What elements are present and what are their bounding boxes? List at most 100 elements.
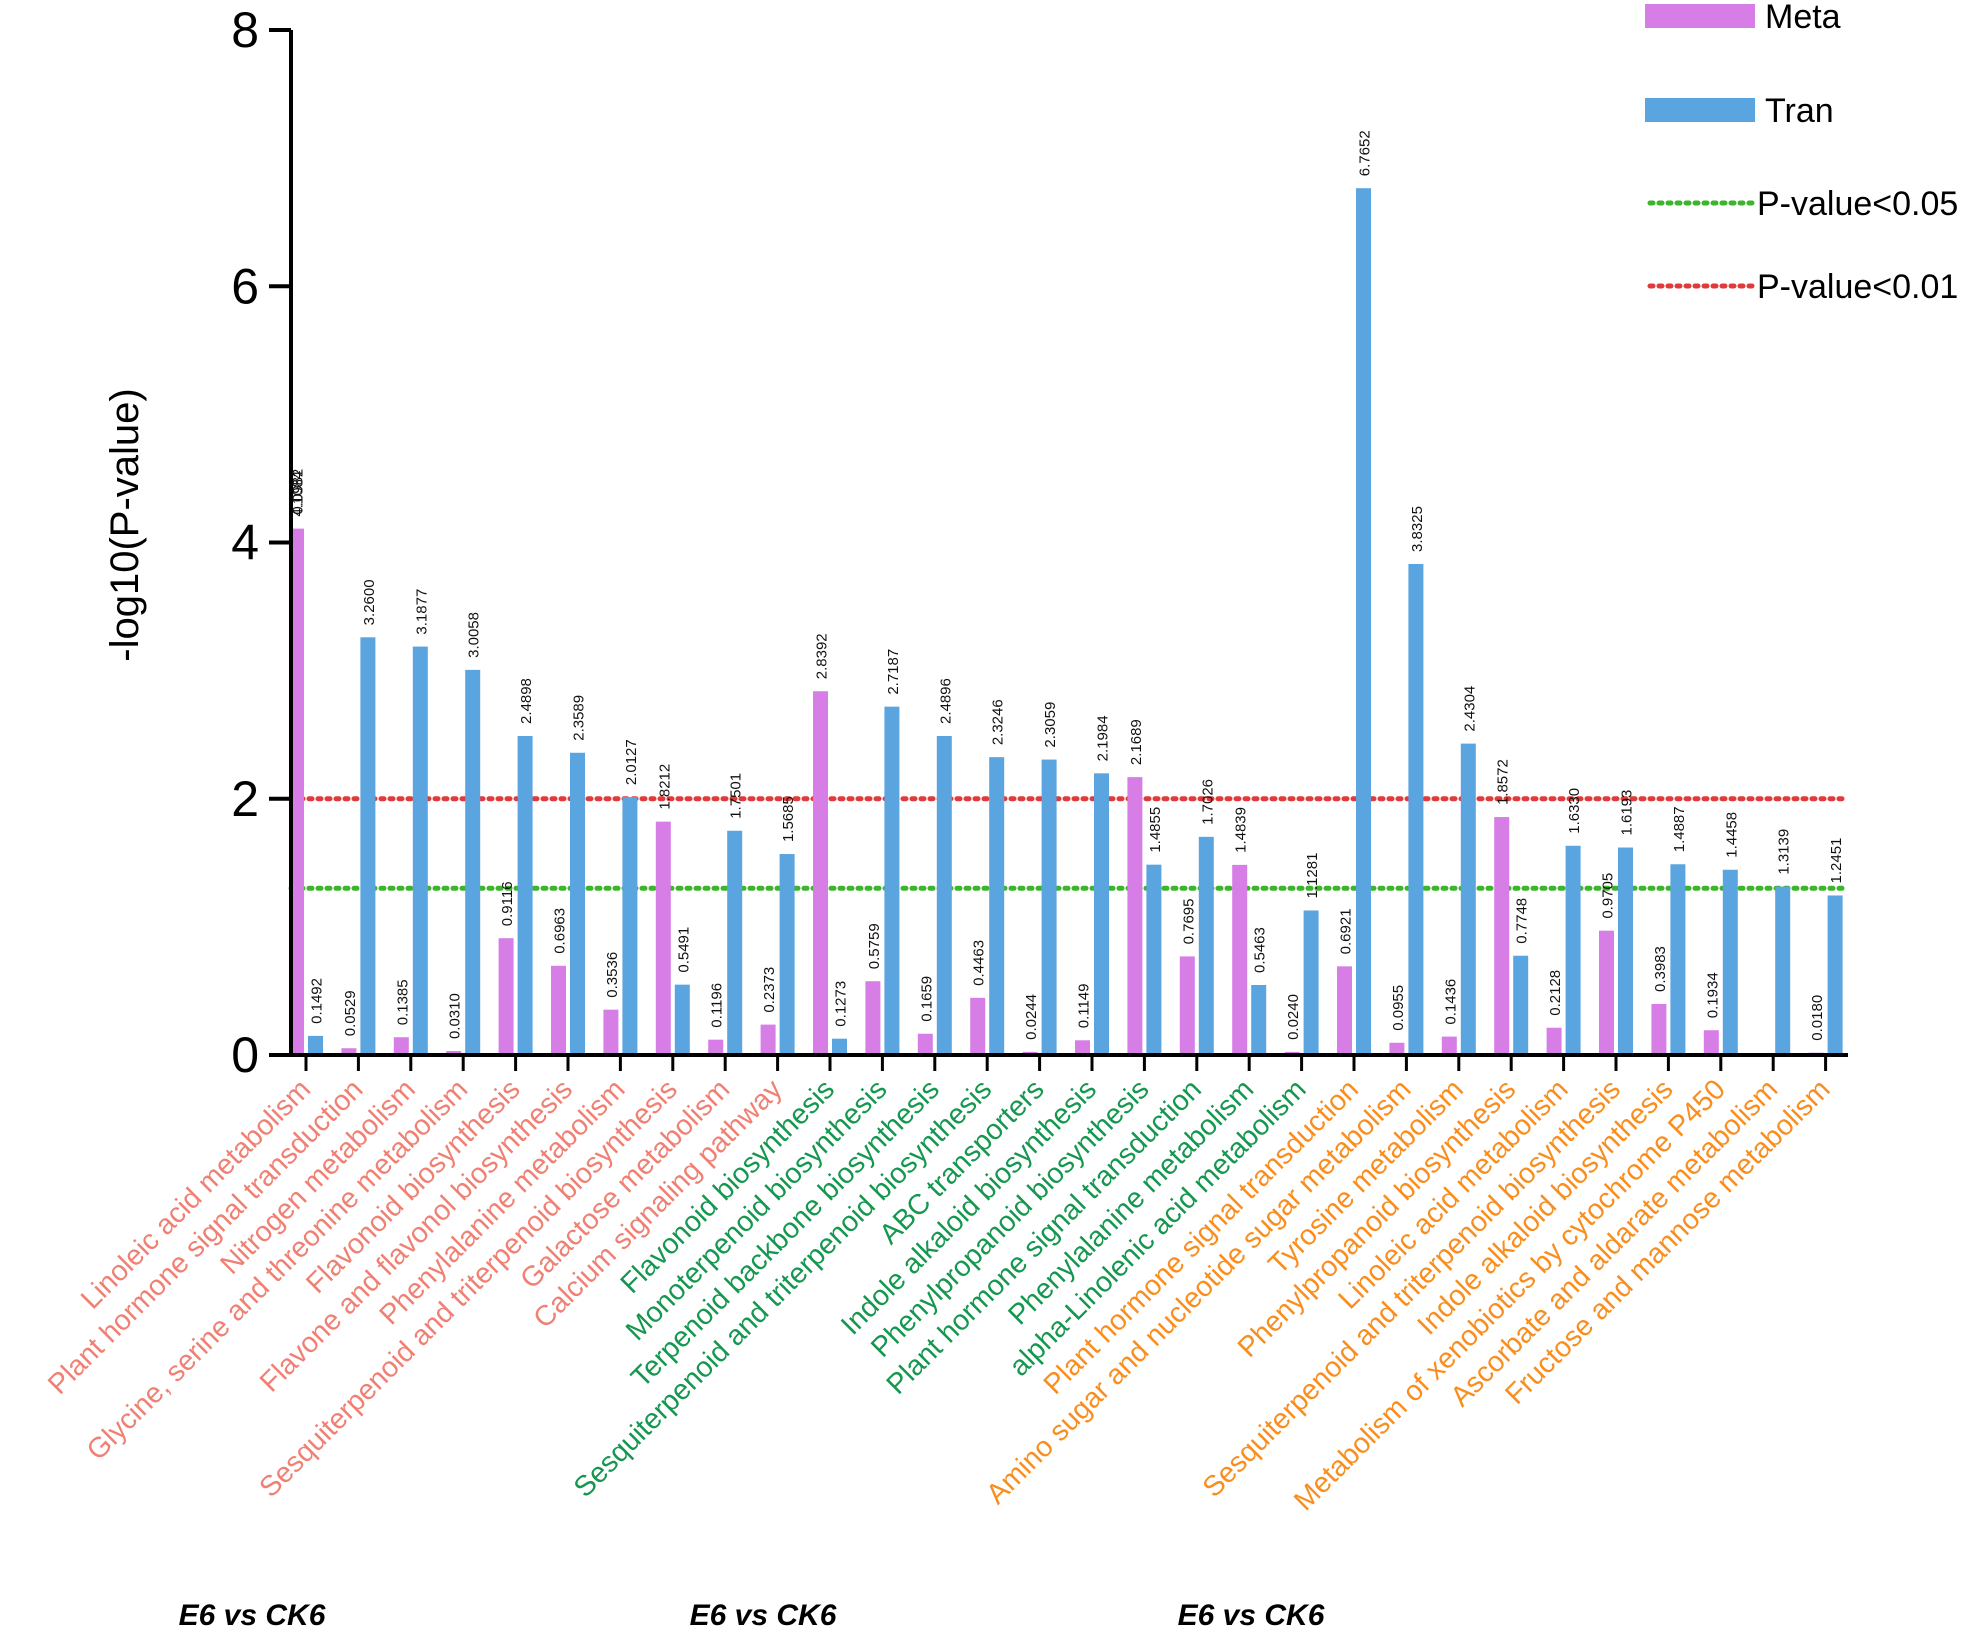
value-label-tran-18: 0.5463 [1252, 927, 1269, 973]
value-label-meta-16: 2.1689 [1128, 719, 1145, 765]
bar-meta-12 [917, 1033, 933, 1055]
value-label-meta-9: 0.2373 [761, 967, 778, 1013]
value-label-tran-3: 3.0058 [466, 612, 483, 658]
value-label-meta-11: 0.5759 [866, 923, 883, 969]
value-label-tran-24: 1.6330 [1566, 788, 1583, 834]
bar-tran-16 [1146, 864, 1162, 1055]
bar-meta-23 [1494, 817, 1510, 1055]
bar-tran-9 [779, 854, 795, 1055]
bar-tran-3 [465, 669, 481, 1055]
value-label-meta-3: 0.0310 [447, 993, 464, 1039]
value-label-meta-14: 0.0244 [1023, 994, 1040, 1040]
y-tick-label-0: 0 [231, 1027, 259, 1083]
value-label-meta-26: 0.3983 [1652, 946, 1669, 992]
value-label-tran-19: 1.1281 [1304, 853, 1321, 899]
value-label-meta-5: 0.6963 [552, 908, 569, 954]
value-label-meta-17: 0.7695 [1180, 899, 1197, 945]
value-label-tran-7: 0.5491 [675, 927, 692, 973]
bar-tran-17 [1198, 836, 1214, 1055]
bar-tran-7 [674, 984, 690, 1055]
bar-tran-1 [360, 637, 376, 1055]
value-label-meta-7: 1.8212 [656, 764, 673, 810]
legend-swatch-1 [1645, 98, 1755, 122]
bar-meta-9 [760, 1024, 776, 1055]
bar-meta-4 [498, 938, 514, 1055]
value-label-meta-4: 0.9116 [499, 881, 516, 926]
value-label-meta-8: 0.1196 [709, 983, 726, 1028]
threshold-lines [288, 796, 1851, 891]
bar-tran-11 [884, 706, 900, 1055]
bar-tran-6 [622, 797, 638, 1055]
bar-meta-1 [341, 1048, 357, 1055]
value-label-tran-5: 2.3589 [571, 695, 588, 741]
value-label-tran-25: 1.6193 [1619, 790, 1636, 836]
value-label-meta-13: 0.4463 [971, 940, 988, 986]
bar-tran-23 [1513, 955, 1529, 1055]
value-label-meta-19: 0.0240 [1285, 994, 1302, 1040]
value-label-tran-16: 1.4855 [1147, 807, 1164, 853]
value-label-meta-2: 0.1385 [394, 979, 411, 1025]
bar-tran-26 [1670, 864, 1686, 1055]
bar-meta-17 [1179, 956, 1195, 1055]
bar-tran-0 [308, 1035, 323, 1055]
legend-label-0: Meta [1765, 0, 1841, 36]
bar-tran-27 [1722, 869, 1738, 1055]
bar-meta-5 [551, 965, 566, 1055]
bar-tran-4 [517, 735, 533, 1055]
bar-tran-22 [1460, 743, 1476, 1055]
value-label-tran-29: 1.2451 [1828, 838, 1845, 884]
bar-tran-18 [1251, 985, 1267, 1055]
value-label-tran-15: 2.1984 [1095, 715, 1112, 761]
y-axis-label: -log10(P-value) [103, 388, 147, 661]
value-label-meta-27: 0.1934 [1704, 972, 1721, 1018]
value-label-tran-20: 6.7652 [1357, 130, 1374, 176]
value-label-tran-9: 1.5685 [780, 796, 797, 842]
bar-meta-15 [1075, 1040, 1090, 1055]
value-labels: 4.1084 0.0529 0.1385 0.0310 0.9116 0.6963 0.35… [290, 130, 1846, 1040]
legend-label-1: Tran [1765, 92, 1834, 130]
bar-tran-28 [1775, 886, 1791, 1055]
value-label-meta-12: 0.1659 [918, 976, 935, 1022]
bar-tran-8 [727, 830, 743, 1055]
bar-meta-24 [1546, 1027, 1562, 1055]
bar-meta-13 [970, 997, 986, 1055]
value-label-meta-0: 4.1084 [290, 471, 307, 517]
bar-tran-20 [1356, 188, 1371, 1056]
bar-meta-7 [655, 821, 671, 1055]
value-label-tran-23: 0.7748 [1514, 898, 1531, 944]
value-label-meta-18: 1.4839 [1233, 807, 1250, 853]
value-label-tran-17: 1.7026 [1199, 779, 1216, 825]
bar-tran-19 [1303, 910, 1319, 1055]
group-label-2: E6 vs CK6 [1178, 1599, 1325, 1628]
value-label-tran-4: 2.4898 [518, 678, 535, 724]
bar-meta-6 [603, 1009, 619, 1055]
value-label-tran-26: 1.4887 [1671, 806, 1688, 852]
value-label-tran-28: 1.3139 [1776, 829, 1793, 875]
bar-tran-15 [1094, 773, 1109, 1055]
bar-meta-27 [1703, 1030, 1719, 1055]
legend-swatch-0 [1645, 4, 1755, 28]
bar-tran-10 [832, 1038, 847, 1055]
bar-tran-25 [1618, 847, 1633, 1055]
value-label-meta-25: 0.9705 [1600, 873, 1617, 919]
bar-tran-12 [936, 736, 952, 1055]
value-label-meta-24: 0.2128 [1547, 970, 1564, 1016]
bar-tran-24 [1565, 845, 1581, 1055]
value-label-tran-8: 1.7501 [728, 773, 745, 819]
bar-meta-20 [1337, 966, 1352, 1055]
bar-meta-22 [1441, 1036, 1457, 1055]
bar-meta-10 [813, 691, 828, 1055]
y-tick-label-4: 8 [231, 2, 259, 58]
y-tick-label-1: 2 [231, 771, 259, 827]
bar-meta-8 [708, 1039, 724, 1055]
value-label-tran-11: 2.7187 [885, 649, 902, 695]
bar-meta-11 [865, 981, 881, 1055]
axes: 0 2 4 6 8 [231, 2, 1848, 1083]
legend: Meta Tran P-value<0.05 P-value<0.01 [1645, 0, 1958, 306]
value-label-tran-6: 2.0127 [623, 739, 640, 785]
value-label-tran-27: 1.4458 [1723, 812, 1740, 858]
bar-tran-29 [1827, 895, 1843, 1055]
group-label-1: E6 vs CK6 [690, 1599, 837, 1628]
